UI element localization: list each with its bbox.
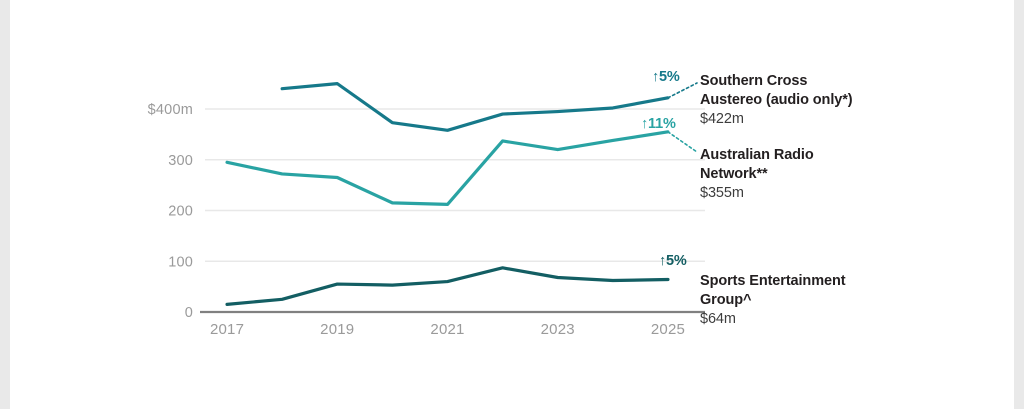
- page-left-edge: [0, 0, 10, 409]
- series-value: $355m: [700, 185, 744, 202]
- series-lines: [225, 82, 670, 306]
- x-axis-tick-label: 2017: [210, 321, 244, 338]
- series-label-line2: Network**: [700, 165, 768, 182]
- series-line: [225, 130, 670, 207]
- series-label-line2: Austereo (audio only*): [700, 91, 853, 108]
- series-label-line2: Group^: [700, 291, 752, 308]
- series-line: [280, 82, 670, 132]
- change-badge-sports-entertainment-group: ↑5%: [659, 253, 687, 269]
- y-axis-tick-label: 100: [168, 254, 193, 270]
- series-label-line1: Australian Radio: [700, 147, 814, 163]
- x-axis-tick-labels: 2017 2019 2021 2023 2025: [210, 321, 685, 338]
- series-label-sports-entertainment-group: Sports Entertainment Group^ $64m: [700, 272, 910, 329]
- change-badge-australian-radio-network: ↑11%: [641, 116, 676, 132]
- series-label-line1: Sports Entertainment: [700, 273, 846, 289]
- y-axis-tick-label: 0: [185, 305, 193, 321]
- leader-line: [667, 131, 698, 153]
- page-right-edge: [1014, 0, 1024, 409]
- change-badge-southern-cross-austereo: ↑5%: [652, 69, 680, 85]
- gridlines: [205, 108, 705, 262]
- y-axis-tick-label: 200: [168, 204, 193, 220]
- series-value: $64m: [700, 311, 736, 328]
- series-label-southern-cross-austereo: Southern Cross Austereo (audio only*) $4…: [700, 72, 900, 129]
- x-axis-tick-label: 2021: [430, 321, 464, 338]
- y-axis-tick-label: 300: [168, 153, 193, 169]
- series-value: $422m: [700, 111, 744, 128]
- series-line: [225, 266, 670, 306]
- x-axis-tick-label: 2025: [651, 321, 685, 338]
- x-axis-tick-label: 2023: [541, 321, 575, 338]
- leader-lines: [667, 82, 698, 153]
- x-axis-tick-label: 2019: [320, 321, 354, 338]
- y-axis-tick-label: $400m: [148, 102, 193, 118]
- leader-line: [667, 82, 698, 99]
- series-label-australian-radio-network: Australian Radio Network** $355m: [700, 146, 900, 203]
- y-axis-tick-labels: $400m 300 200 100 0: [148, 102, 193, 321]
- series-label-line1: Southern Cross: [700, 73, 808, 89]
